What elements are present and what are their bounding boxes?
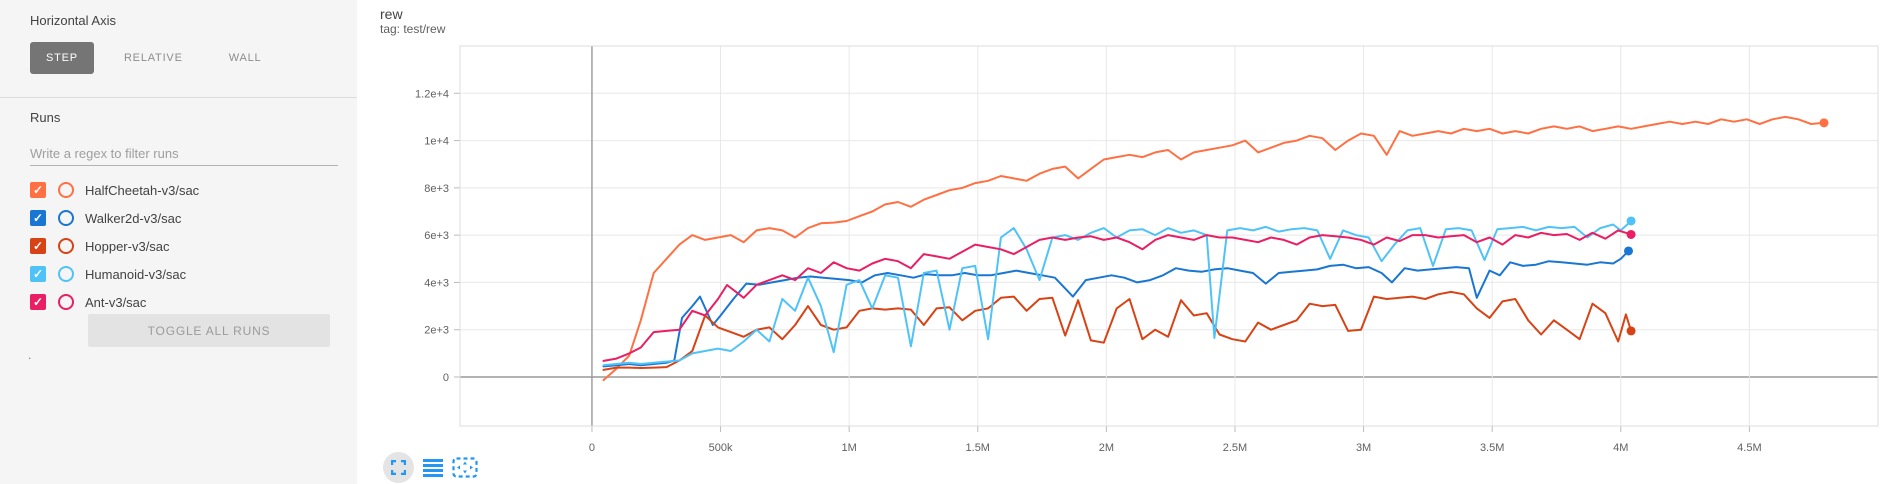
run-color-swatch[interactable]: [58, 294, 74, 310]
chart-title: rew: [380, 6, 403, 22]
chart-toolbar: [383, 452, 478, 483]
fit-domain-icon: [452, 457, 478, 478]
series-endpoint-dot: [1626, 229, 1636, 239]
svg-text:4e+3: 4e+3: [424, 277, 449, 289]
run-filter-input[interactable]: [30, 142, 338, 166]
run-label: Walker2d-v3/sac: [85, 210, 182, 226]
svg-text:3.5M: 3.5M: [1480, 442, 1504, 454]
series-endpoint-dot: [1626, 326, 1636, 336]
run-row: ✓ Humanoid-v3/sac: [0, 260, 357, 288]
run-row: ✓ HalfCheetah-v3/sac: [0, 176, 357, 204]
expand-icon: [391, 460, 406, 475]
svg-text:0: 0: [443, 372, 449, 384]
run-row: ✓ Walker2d-v3/sac: [0, 204, 357, 232]
svg-text:1e+4: 1e+4: [424, 136, 449, 148]
sidebar-footnote: .: [28, 348, 32, 362]
series-line: [602, 290, 1633, 371]
run-row: ✓ Hopper-v3/sac: [0, 232, 357, 260]
svg-text:0: 0: [589, 442, 595, 454]
runs-label: Runs: [30, 110, 61, 125]
svg-text:8e+3: 8e+3: [424, 183, 449, 195]
svg-text:3M: 3M: [1356, 442, 1371, 454]
axis-mode-step[interactable]: STEP: [30, 42, 94, 74]
svg-text:1.2e+4: 1.2e+4: [415, 88, 449, 100]
svg-text:1.5M: 1.5M: [966, 442, 990, 454]
run-checkbox[interactable]: ✓: [30, 294, 46, 310]
sidebar: Horizontal Axis STEP RELATIVE WALL Runs ✓ H…: [0, 0, 357, 484]
series-line: [602, 220, 1633, 367]
run-checkbox[interactable]: ✓: [30, 210, 46, 226]
run-color-swatch[interactable]: [58, 238, 74, 254]
run-checkbox[interactable]: ✓: [30, 182, 46, 198]
series-endpoint-dot: [1626, 216, 1636, 226]
run-label: Ant-v3/sac: [85, 294, 147, 310]
run-color-swatch[interactable]: [58, 266, 74, 282]
expand-button[interactable]: [383, 452, 414, 483]
run-checkbox[interactable]: ✓: [30, 266, 46, 282]
svg-text:1M: 1M: [842, 442, 857, 454]
svg-text:4M: 4M: [1613, 442, 1628, 454]
chart-svg[interactable]: 0 2e+3 4e+3 6e+3 8e+3 1e+4 1.2e+4 0 500k 1M 1.5M 2M…: [370, 38, 1891, 484]
run-label: Hopper-v3/sac: [85, 238, 170, 254]
log-scale-button[interactable]: [423, 458, 443, 477]
svg-text:2e+3: 2e+3: [424, 325, 449, 337]
svg-text:6e+3: 6e+3: [424, 230, 449, 242]
sidebar-divider: [0, 97, 357, 98]
axis-mode-wall[interactable]: WALL: [213, 42, 278, 74]
log-scale-icon: [423, 458, 443, 477]
series-endpoint-dot: [1624, 246, 1634, 256]
svg-text:2.5M: 2.5M: [1223, 442, 1247, 454]
chart-tag: tag: test/rew: [380, 22, 446, 36]
axis-mode-group: STEP RELATIVE WALL: [30, 42, 277, 74]
series-line: [602, 115, 1825, 382]
runs-list: ✓ HalfCheetah-v3/sac ✓ Walker2d-v3/sac ✓ Hopp…: [0, 176, 357, 316]
svg-text:500k: 500k: [709, 442, 733, 454]
run-color-swatch[interactable]: [58, 182, 74, 198]
toggle-all-runs-button[interactable]: TOGGLE ALL RUNS: [88, 314, 330, 347]
axis-mode-relative[interactable]: RELATIVE: [108, 42, 199, 74]
run-color-swatch[interactable]: [58, 210, 74, 226]
horizontal-axis-label: Horizontal Axis: [30, 13, 116, 28]
run-label: HalfCheetah-v3/sac: [85, 182, 200, 198]
svg-text:2M: 2M: [1099, 442, 1114, 454]
fit-domain-button[interactable]: [452, 457, 478, 478]
run-row: ✓ Ant-v3/sac: [0, 288, 357, 316]
svg-text:4.5M: 4.5M: [1737, 442, 1761, 454]
series-endpoint-dot: [1819, 118, 1829, 128]
run-label: Humanoid-v3/sac: [85, 266, 187, 282]
run-checkbox[interactable]: ✓: [30, 238, 46, 254]
series-line: [602, 229, 1633, 362]
